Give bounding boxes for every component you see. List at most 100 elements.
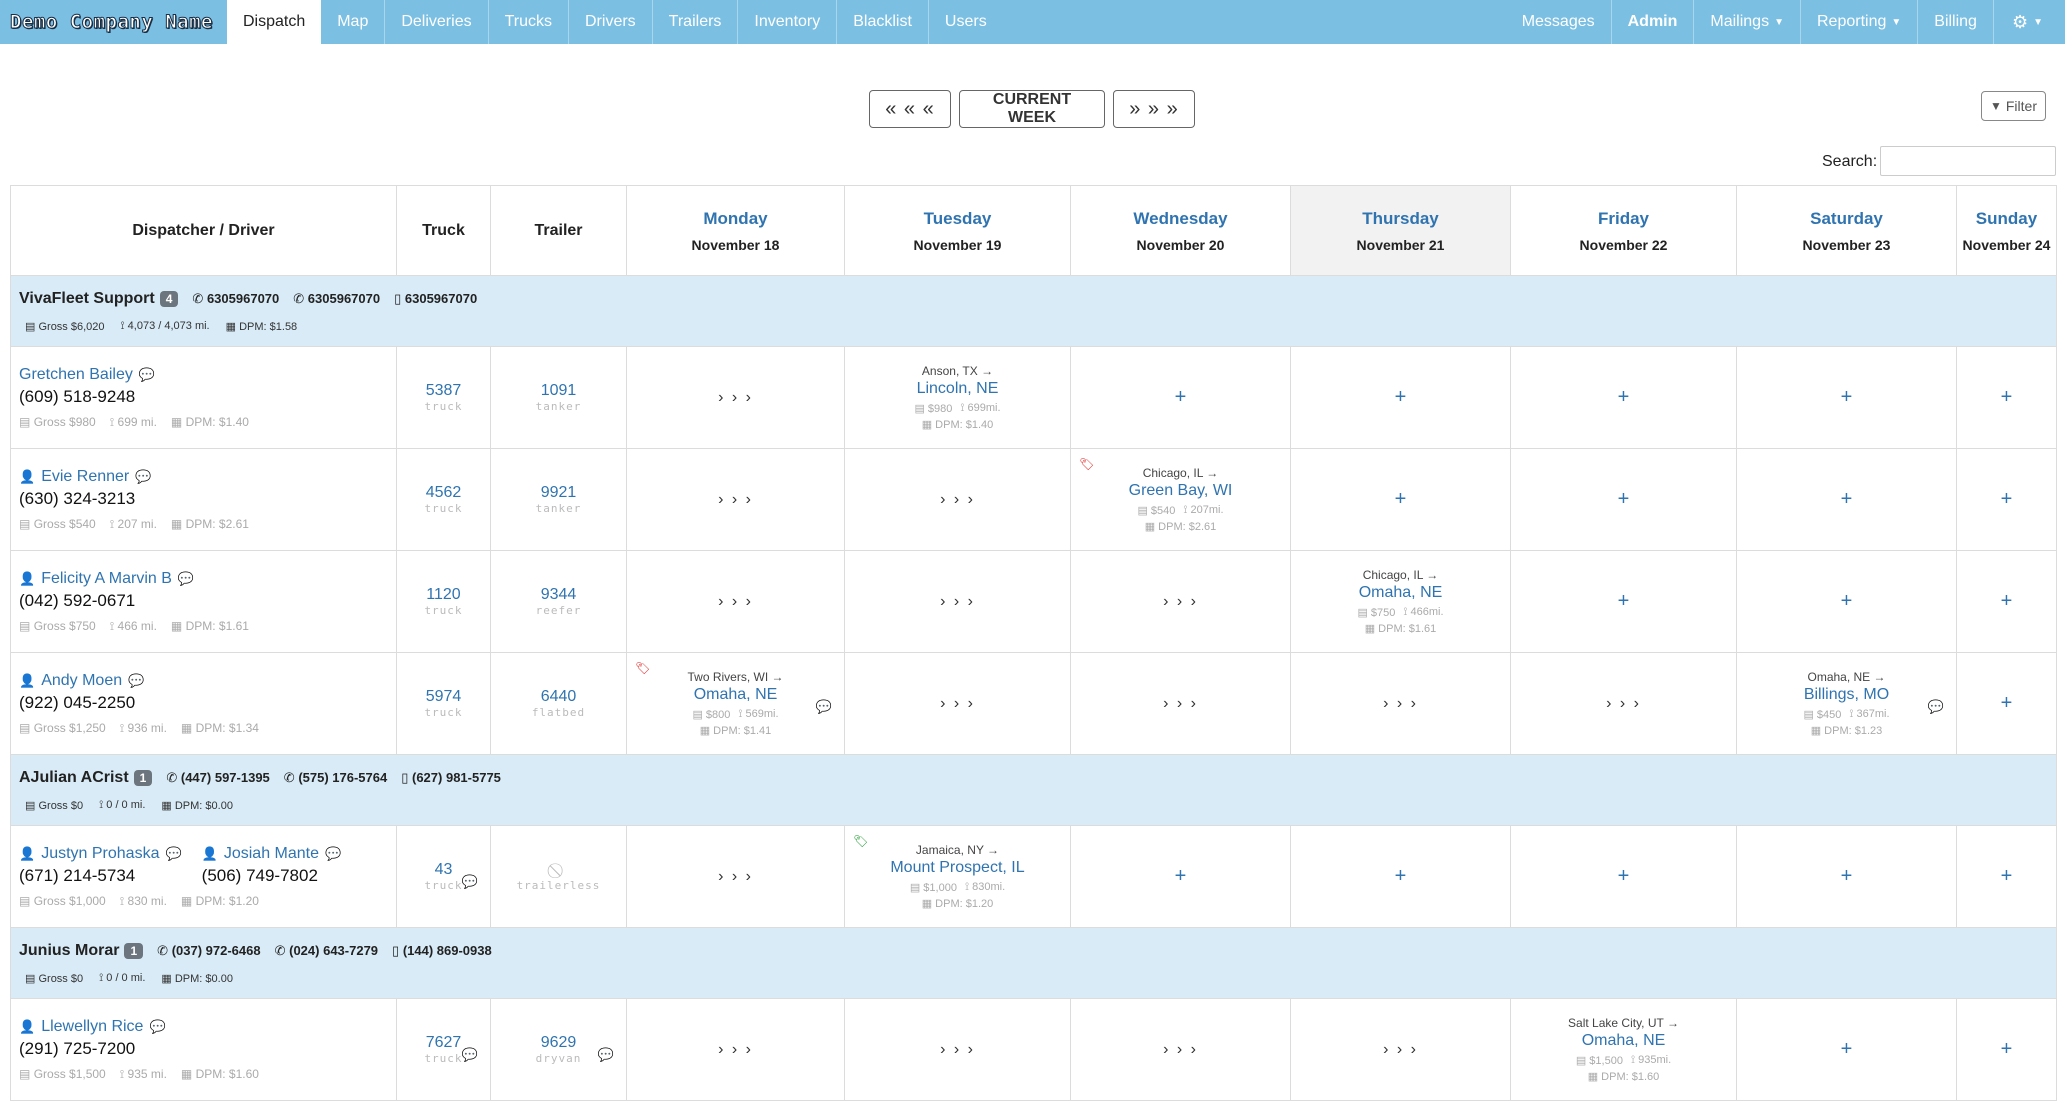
comment-icon[interactable]: 💬 xyxy=(128,672,145,688)
comment-icon[interactable]: 💬 xyxy=(165,845,182,861)
truck-number[interactable]: 7627 xyxy=(425,1034,462,1051)
driver-count-badge: 1 xyxy=(124,942,144,959)
brand-logo[interactable]: Demo Company Name xyxy=(10,11,213,34)
day-cell-empty: + xyxy=(1510,825,1737,928)
driver-name[interactable]: Justyn Prohaska xyxy=(41,844,160,862)
add-load-button[interactable]: + xyxy=(1394,865,1407,887)
trailer-number[interactable]: 6440 xyxy=(540,688,577,705)
add-load-button[interactable]: + xyxy=(2000,692,2013,714)
comment-icon[interactable]: 💬 xyxy=(135,468,152,484)
filter-button[interactable]: ▼ Filter xyxy=(1981,91,2046,121)
nav-drivers[interactable]: Drivers xyxy=(569,0,653,44)
add-load-button[interactable]: + xyxy=(1840,386,1853,408)
add-load-button[interactable]: + xyxy=(2000,865,2013,887)
dispatcher-name[interactable]: Junius Morar 1 xyxy=(19,942,144,960)
dispatcher-group-row: AJulian ACrist 1 ✆ (447) 597-1395 ✆ (575)… xyxy=(10,754,2057,826)
add-load-button[interactable]: + xyxy=(1394,386,1407,408)
driver-name[interactable]: Gretchen Bailey xyxy=(19,365,133,383)
next-week-button[interactable]: » » » xyxy=(1113,90,1195,128)
add-load-button[interactable]: + xyxy=(1840,488,1853,510)
comment-icon[interactable]: 💬 xyxy=(325,845,342,861)
nav-map[interactable]: Map xyxy=(321,0,386,44)
add-load-button[interactable]: + xyxy=(1840,590,1853,612)
add-load-button[interactable]: + xyxy=(1617,865,1630,887)
driver-name[interactable]: Felicity A Marvin B xyxy=(41,569,172,587)
load-destination[interactable]: Omaha, NE xyxy=(693,686,778,703)
load-destination[interactable]: Green Bay, WI xyxy=(1128,482,1233,499)
comment-icon[interactable]: 💬 xyxy=(597,1047,614,1062)
load-destination[interactable]: Omaha, NE xyxy=(1581,1032,1666,1049)
trailer-number[interactable]: 9921 xyxy=(540,484,577,501)
nav-users[interactable]: Users xyxy=(944,13,987,30)
nav-trailers[interactable]: Trailers xyxy=(653,0,739,44)
day-cell-load[interactable]: Chicago, IL → Omaha, NE ▤ $750 ⟟ 466mi. ▦… xyxy=(1290,550,1511,653)
comment-icon[interactable]: 💬 xyxy=(177,570,195,586)
day-name[interactable]: Saturday xyxy=(1810,208,1883,228)
nav-billing[interactable]: Billing xyxy=(1917,0,1993,44)
nav-blacklist[interactable]: Blacklist xyxy=(837,0,929,44)
comment-icon[interactable]: 💬 xyxy=(461,874,478,889)
nav-mailings-dropdown[interactable]: Mailings ▼ xyxy=(1693,0,1800,44)
day-name[interactable]: Thursday xyxy=(1362,208,1439,228)
comment-icon[interactable]: 💬 xyxy=(461,1047,478,1062)
add-load-button[interactable]: + xyxy=(2000,1038,2013,1060)
driver-name[interactable]: Llewellyn Rice xyxy=(41,1017,144,1035)
day-name[interactable]: Friday xyxy=(1597,208,1650,228)
truck-number[interactable]: 43 xyxy=(434,861,453,878)
truck-number[interactable]: 5387 xyxy=(425,382,462,399)
add-load-button[interactable]: + xyxy=(2000,386,2013,408)
day-name[interactable]: Monday xyxy=(703,208,768,228)
add-load-button[interactable]: + xyxy=(1174,865,1187,887)
driver-name[interactable]: Josiah Mante xyxy=(223,844,320,862)
add-load-button[interactable]: + xyxy=(1840,1038,1853,1060)
add-load-button[interactable]: + xyxy=(1174,386,1187,408)
load-destination[interactable]: Omaha, NE xyxy=(1358,584,1443,601)
dispatcher-name[interactable]: VivaFleet Support 4 xyxy=(19,290,179,308)
add-load-button[interactable]: + xyxy=(1617,488,1630,510)
load-dpm-value: DPM: $1.60 xyxy=(1601,1071,1660,1083)
add-load-button[interactable]: + xyxy=(1617,386,1630,408)
current-week-button[interactable]: CURRENT WEEK xyxy=(959,90,1105,128)
truck-number[interactable]: 4562 xyxy=(425,484,462,501)
day-name[interactable]: Tuesday xyxy=(923,208,992,228)
nav-reporting-dropdown[interactable]: Reporting ▼ xyxy=(1799,0,1917,44)
add-load-button[interactable]: + xyxy=(2000,488,2013,510)
day-cell-load[interactable]: Salt Lake City, UT → Omaha, NE ▤ $1,500 ⟟… xyxy=(1510,998,1737,1101)
driver-name[interactable]: Evie Renner xyxy=(41,467,130,485)
previous-week-button[interactable]: « « « xyxy=(869,90,951,128)
load-destination[interactable]: Lincoln, NE xyxy=(916,380,999,397)
nav-inventory[interactable]: Inventory xyxy=(738,0,838,44)
nav-admin[interactable]: Admin xyxy=(1610,0,1694,44)
day-name[interactable]: Sunday xyxy=(1975,208,2038,228)
nav-deliveries[interactable]: Deliveries xyxy=(385,0,489,44)
comment-icon[interactable]: 💬 xyxy=(138,366,156,382)
add-load-button[interactable]: + xyxy=(1394,488,1407,510)
add-load-button[interactable]: + xyxy=(1617,590,1630,612)
truck-number[interactable]: 1120 xyxy=(426,586,461,603)
truck-number[interactable]: 5974 xyxy=(425,688,462,705)
day-cell-load[interactable]: Anson, TX → Lincoln, NE ▤ $980 ⟟ 699mi. ▦… xyxy=(844,346,1071,449)
dispatcher-name[interactable]: AJulian ACrist 1 xyxy=(19,769,153,787)
day-name[interactable]: Wednesday xyxy=(1133,208,1228,228)
settings-dropdown[interactable]: ⚙ ▼ xyxy=(1992,0,2065,44)
day-cell-load[interactable]: Omaha, NE → Billings, MO ▤ $450 ⟟ 367mi. … xyxy=(1736,652,1957,755)
search-input[interactable] xyxy=(1880,146,2056,176)
comment-icon[interactable]: 💬 xyxy=(1927,699,1944,714)
nav-dispatch[interactable]: Dispatch xyxy=(226,0,322,44)
trailer-number[interactable]: 9344 xyxy=(540,586,577,603)
comment-icon[interactable]: 💬 xyxy=(149,1018,166,1034)
day-cell-load[interactable]: 🏷 Chicago, IL → Green Bay, WI ▤ $540 ⟟ 20… xyxy=(1070,448,1291,551)
trailer-number[interactable]: 9629 xyxy=(540,1034,577,1051)
day-cell-load[interactable]: 🏷 Jamaica, NY → Mount Prospect, IL ▤ $1,… xyxy=(844,825,1071,928)
nav-messages[interactable]: Messages xyxy=(1521,13,1595,30)
add-load-button[interactable]: + xyxy=(1840,865,1853,887)
add-load-button[interactable]: + xyxy=(2000,590,2013,612)
comment-icon[interactable]: 💬 xyxy=(815,699,832,714)
load-destination[interactable]: Mount Prospect, IL xyxy=(890,859,1025,876)
driver-name[interactable]: Andy Moen xyxy=(41,671,123,689)
trailer-number[interactable]: 1091 xyxy=(540,382,577,399)
day-cell-load[interactable]: 🏷 Two Rivers, WI → Omaha, NE ▤ $800 ⟟ 569… xyxy=(626,652,845,755)
trailer-type: tanker xyxy=(535,400,582,413)
load-destination[interactable]: Billings, MO xyxy=(1803,686,1890,703)
nav-trucks[interactable]: Trucks xyxy=(489,0,569,44)
